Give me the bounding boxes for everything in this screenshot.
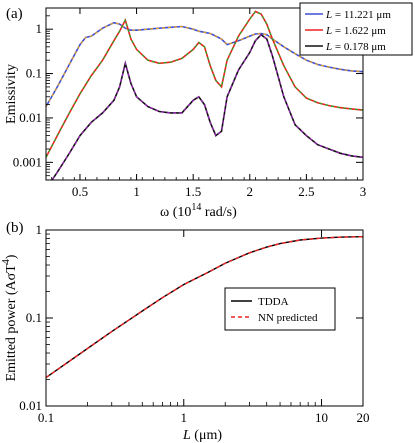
panel-a-frame bbox=[45, 7, 364, 181]
series-overlay-2 bbox=[51, 33, 363, 180]
x-tick-label: 1 bbox=[133, 184, 140, 199]
panel-b-label: (b) bbox=[6, 220, 24, 236]
y-tick-label: 0.001 bbox=[13, 154, 42, 169]
series-overlay-1 bbox=[46, 10, 363, 158]
panel-b-y-axis-label: Emitted power (AσT4) bbox=[1, 254, 19, 381]
panel-b-legend-box bbox=[224, 287, 336, 331]
series-line-2 bbox=[51, 33, 363, 180]
panel-a-label: (a) bbox=[6, 6, 23, 22]
x-tick-label: 10 bbox=[315, 410, 328, 425]
panel-b-x-ticks: 0.1 1 10 20 bbox=[38, 230, 370, 425]
legend-label-2: L = 0.178 μm bbox=[325, 41, 386, 53]
y-tick-label: 0.1 bbox=[26, 310, 42, 325]
y-tick-label: 0.1 bbox=[26, 66, 42, 81]
panel-b-series bbox=[45, 236, 364, 379]
panel-a: (a) 0.5 1 1.5 2 2.5 3 0.001 0.01 0.1 1 ω (1014 r… bbox=[4, 2, 413, 220]
panel-b: (b) 0.1 1 10 20 0.010.11 L (μm) Emitted pow… bbox=[1, 220, 370, 443]
legend-label-1: L = 1.622 μm bbox=[325, 25, 386, 37]
x-tick-label: 0.1 bbox=[38, 410, 54, 425]
x-tick-label: 1.5 bbox=[185, 184, 201, 199]
x-tick-label: 20 bbox=[357, 410, 370, 425]
legend-label-0: L = 11.221 μm bbox=[325, 9, 391, 21]
panel-a-y-ticks: 0.001 0.01 0.1 1 bbox=[13, 7, 363, 181]
panel-b-legend: TDDA NN predicted bbox=[224, 287, 336, 331]
panel-a-y-axis-label: Emissivity bbox=[4, 64, 19, 124]
panel-b-y-ticks: 0.01 0.1 1 bbox=[19, 222, 363, 413]
panel-a-x-axis-label: ω (1014 rad/s) bbox=[160, 202, 237, 220]
y-tick-label: 1 bbox=[36, 21, 43, 36]
x-tick-label: 0.5 bbox=[72, 184, 88, 199]
legend-label-tdda: TDDA bbox=[258, 296, 289, 308]
x-tick-label: 2.5 bbox=[298, 184, 314, 199]
legend-label-nn: NN predicted bbox=[258, 312, 318, 324]
y-tick-label: 0.01 bbox=[19, 398, 42, 413]
x-tick-label: 2 bbox=[247, 184, 254, 199]
y-tick-label: 0.01 bbox=[19, 110, 42, 125]
series-overlay-0 bbox=[46, 22, 363, 107]
panel-a-legend: L = 11.221 μm L = 1.622 μm L = 0.178 μm bbox=[299, 2, 413, 56]
x-tick-label: 3 bbox=[360, 184, 367, 199]
panel-a-series bbox=[46, 10, 363, 180]
panel-b-x-axis-label: L (μm) bbox=[182, 428, 222, 443]
x-tick-label: 1 bbox=[181, 410, 188, 425]
series-line-nn bbox=[45, 236, 364, 379]
y-tick-label: 1 bbox=[36, 222, 43, 237]
